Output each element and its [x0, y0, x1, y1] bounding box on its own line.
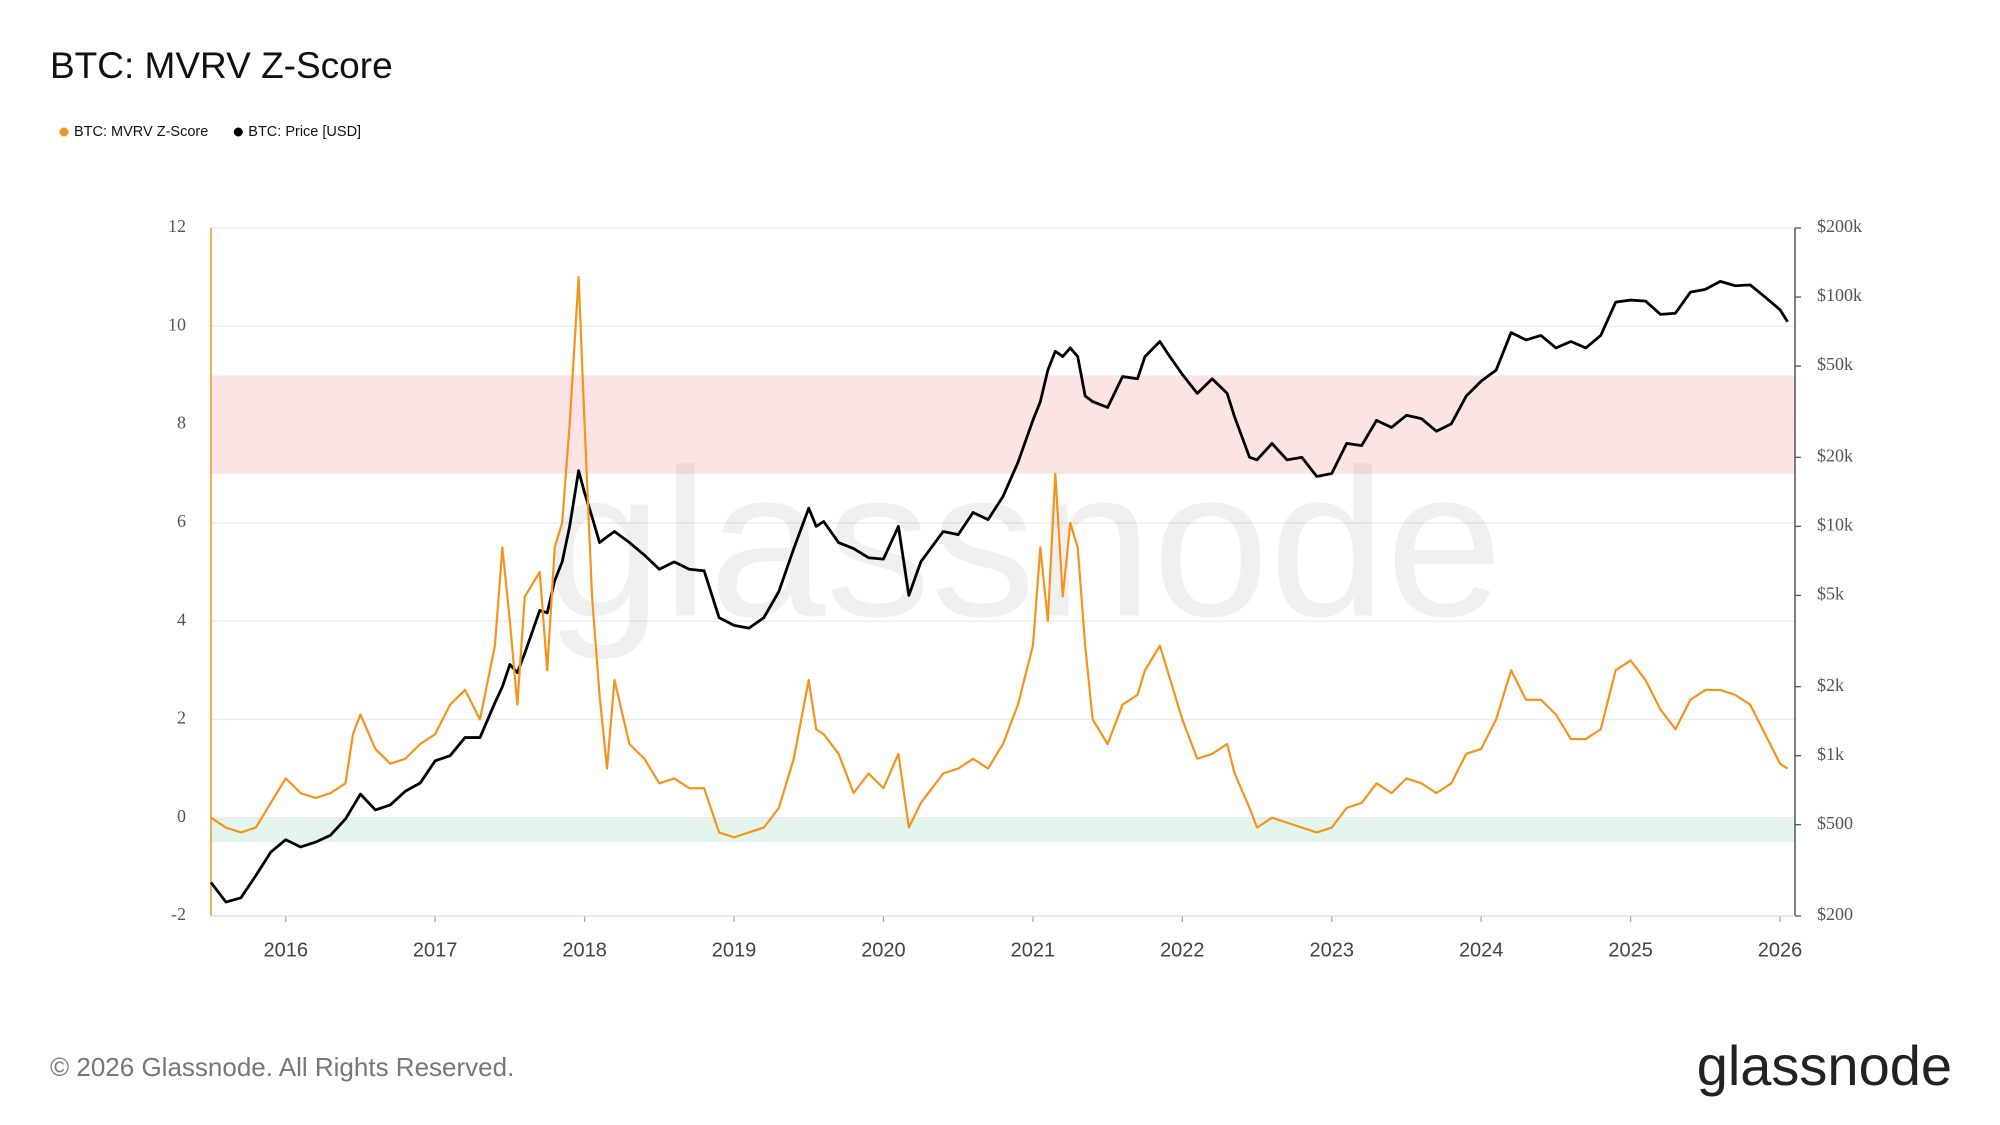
x-tick-label: 2016	[263, 939, 308, 961]
y-tick-label: -2	[171, 904, 186, 924]
watermark: glassnode	[545, 425, 1502, 660]
x-tick-label: 2019	[712, 939, 757, 961]
y-tick-label: 6	[177, 511, 186, 531]
y2-tick-label: $100k	[1817, 285, 1862, 305]
x-tick-label: 2021	[1011, 939, 1056, 961]
x-tick-label: 2020	[861, 939, 906, 961]
y-tick-label: 2	[177, 708, 186, 728]
legend-label: BTC: MVRV Z-Score	[74, 124, 208, 140]
y2-tick-label: $200k	[1817, 216, 1862, 236]
y-tick-label: 8	[177, 413, 186, 433]
logo: glassnode	[1697, 1034, 1952, 1097]
y-tick-label: 0	[177, 806, 186, 826]
x-tick-label: 2024	[1459, 939, 1504, 961]
legend-label: BTC: Price [USD]	[248, 124, 361, 140]
y2-tick-label: $50k	[1817, 354, 1853, 374]
grid: -2 0 2 4 6 8 10 12 $200 $500 $1k $2k $5k $10k $20k $50k…	[168, 216, 1862, 961]
x-tick-label: 2018	[562, 939, 607, 961]
y2-tick-label: $500	[1817, 813, 1853, 833]
y-tick-label: 4	[177, 609, 186, 629]
series-line	[209, 280, 1789, 904]
band	[211, 817, 1795, 843]
y2-tick-label: $1k	[1817, 744, 1844, 764]
y2-tick-label: $2k	[1817, 675, 1844, 695]
x-tick-label: 2025	[1608, 939, 1653, 961]
y2-tick-label: $5k	[1817, 584, 1844, 604]
y2-tick-label: $10k	[1817, 514, 1853, 534]
y-tick-label: 12	[168, 216, 186, 236]
y2-tick-label: $20k	[1817, 445, 1853, 465]
y2-tick-label: $200	[1817, 904, 1853, 924]
series-line	[210, 276, 1789, 839]
legend-marker	[59, 127, 69, 137]
x-tick-label: 2017	[413, 939, 458, 961]
chart-title: BTC: MVRV Z-Score	[50, 45, 393, 86]
legend: BTC: MVRV Z-Score BTC: Price [USD]	[59, 124, 361, 140]
plot	[209, 276, 1789, 904]
legend-marker	[233, 127, 243, 137]
x-tick-label: 2022	[1160, 939, 1205, 961]
x-tick-label: 2026	[1758, 939, 1803, 961]
x-tick-label: 2023	[1310, 939, 1355, 961]
y-tick-label: 10	[168, 314, 186, 334]
copyright: © 2026 Glassnode. All Rights Reserved.	[50, 1052, 514, 1082]
